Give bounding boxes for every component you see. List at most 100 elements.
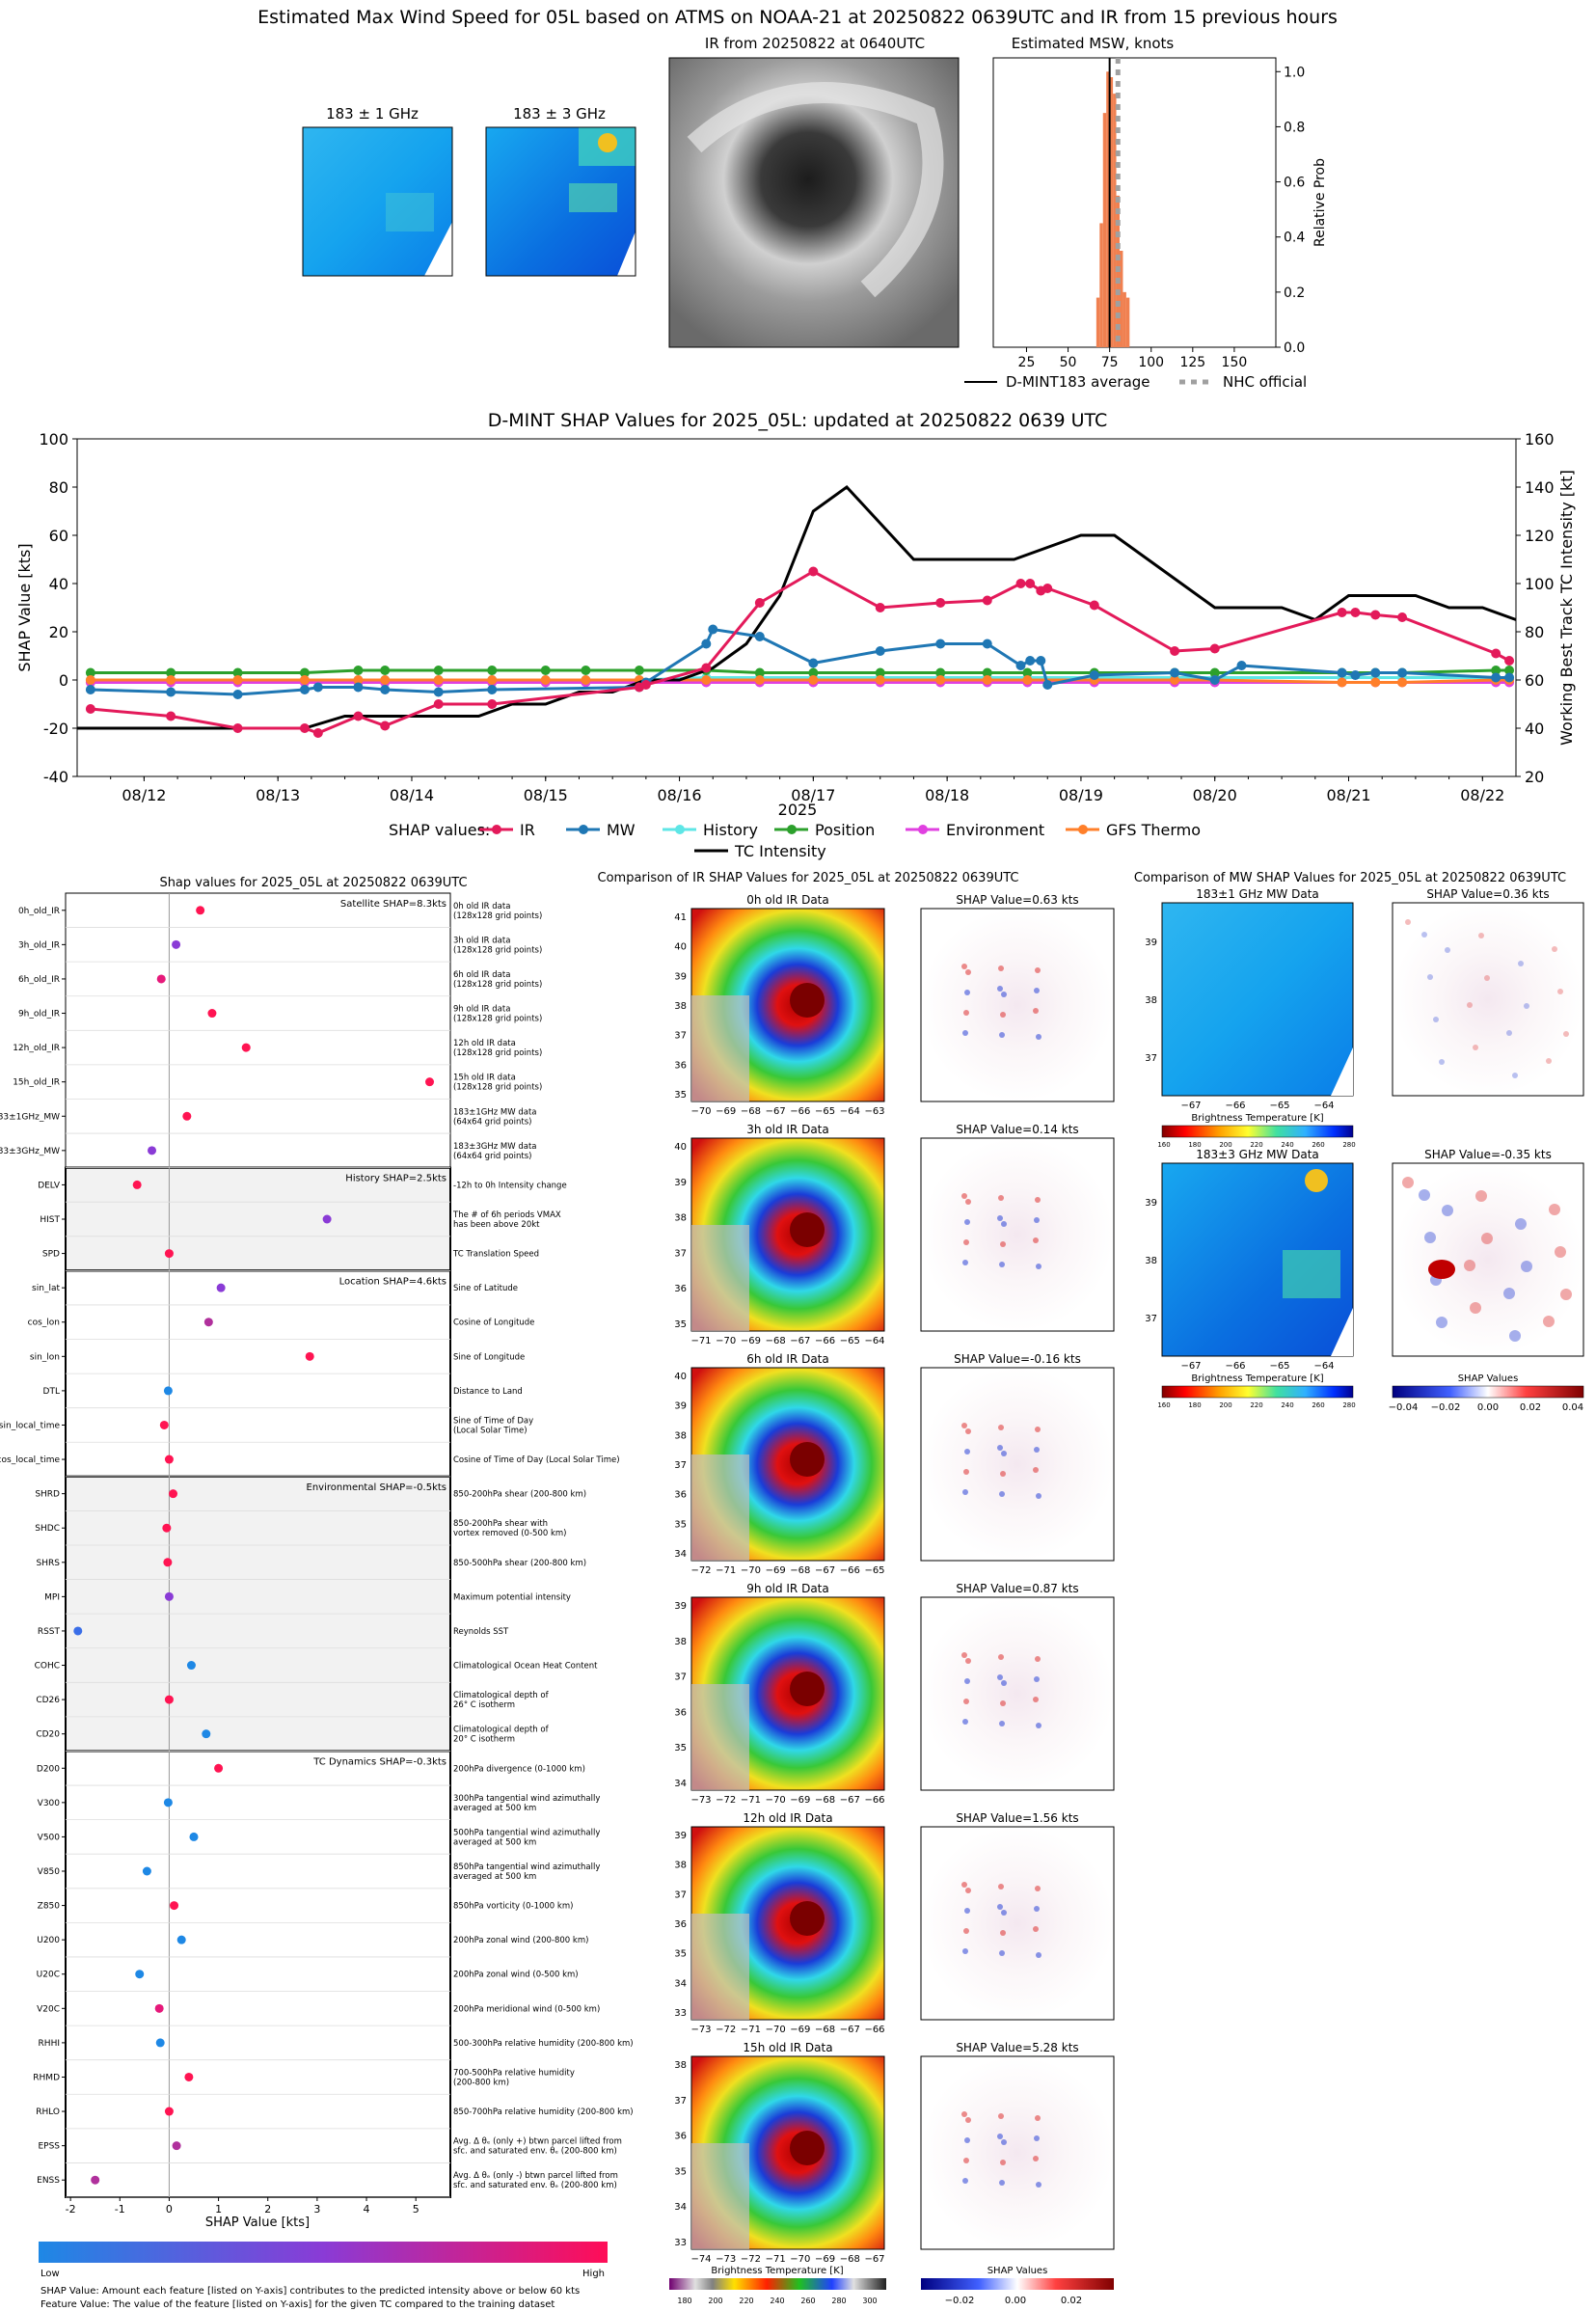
ir-image xyxy=(668,57,960,348)
ir-xtick: −67 xyxy=(766,1106,786,1117)
msw-bar xyxy=(1102,113,1107,348)
feature-name: EPSS xyxy=(38,2142,60,2152)
ir-xtick: −65 xyxy=(840,1336,860,1346)
msw-bar xyxy=(1119,251,1123,347)
series-point xyxy=(1337,667,1347,678)
ir-row-label: 6h old IR Data xyxy=(746,1352,829,1366)
mw-xtick: −67 xyxy=(1180,1101,1201,1111)
feature-desc: vortex removed (0-500 km) xyxy=(453,1529,566,1538)
series-point xyxy=(935,598,946,608)
ir-xtick: −71 xyxy=(741,2025,761,2035)
mw-bt-tick: 180 xyxy=(1188,1401,1201,1409)
ts-ytick-right: 140 xyxy=(1525,478,1555,497)
feature-desc: 183±3GHz MW data xyxy=(453,1142,536,1152)
feature-desc: (128x128 grid points) xyxy=(453,1015,542,1024)
ts-ytick-right: 160 xyxy=(1525,430,1555,449)
series-point xyxy=(1170,667,1180,678)
ir-xtick: −69 xyxy=(815,2254,835,2265)
mw-xtick: −65 xyxy=(1269,1361,1289,1372)
feature-name: SPD xyxy=(42,1250,60,1260)
feature-panel-label: Environmental SHAP=-0.5kts xyxy=(307,1482,447,1493)
ir-xtick: −72 xyxy=(690,1565,711,1576)
ir-ytick: 35 xyxy=(674,1090,687,1101)
ts-ytick-right: 60 xyxy=(1525,671,1544,690)
ir-xtick: −69 xyxy=(741,1336,761,1346)
feature-title: Shap values for 2025_05L at 20250822 063… xyxy=(159,876,467,890)
feature-name: SHRS xyxy=(37,1559,61,1568)
series-point xyxy=(1022,675,1033,685)
ir-xtick: −72 xyxy=(716,1795,736,1806)
ir-ytick: 36 xyxy=(674,1490,687,1501)
series-point xyxy=(232,723,243,733)
msw-ytick: 0.4 xyxy=(1284,231,1305,246)
feature-name: sin_lon xyxy=(30,1352,60,1362)
series-point xyxy=(232,667,243,678)
feature-desc: Climatological depth of xyxy=(453,1691,550,1700)
ir-xtick: −71 xyxy=(741,1795,761,1806)
mw-bt-tick: 160 xyxy=(1157,1401,1170,1409)
ir-ytick: 40 xyxy=(674,1372,687,1382)
ts-xtick: 08/18 xyxy=(925,786,969,804)
series-point xyxy=(353,711,364,721)
feature-shap-dot xyxy=(163,1798,173,1808)
mw-bt-tick: 280 xyxy=(1342,1401,1355,1409)
feature-shap-dot xyxy=(163,1386,173,1396)
ir-xtick: −69 xyxy=(790,1795,810,1806)
ir-sv-tick: 0.00 xyxy=(1005,2296,1026,2306)
series-point xyxy=(312,682,323,693)
ir-row-label: 15h old IR Data xyxy=(743,2041,832,2054)
ir-ytick: 36 xyxy=(674,1284,687,1294)
ir-shap-image xyxy=(920,1596,1115,1791)
series-point xyxy=(1170,675,1180,685)
ir-ytick: 38 xyxy=(674,1861,687,1871)
feature-desc: Sine of Time of Day xyxy=(453,1416,533,1426)
ir-ytick: 37 xyxy=(674,1672,687,1683)
series-point xyxy=(299,685,310,694)
mw-ytick: 39 xyxy=(1145,1198,1157,1209)
ir-xtick: −67 xyxy=(840,2025,860,2035)
series-point xyxy=(85,685,95,694)
feature-desc: 300hPa tangential wind azimuthally xyxy=(453,1794,600,1804)
series-point xyxy=(1209,643,1220,654)
ir-ytick: 34 xyxy=(674,2202,687,2213)
ts-legend-item: MW xyxy=(607,821,636,839)
series-point xyxy=(935,675,946,685)
series-point xyxy=(982,639,992,649)
series-point xyxy=(1350,670,1361,680)
ir-bt-label: Brightness Temperature [K] xyxy=(711,2266,843,2276)
ir-ytick: 35 xyxy=(674,1519,687,1530)
series-point xyxy=(380,685,391,694)
ts-ytick-right: 40 xyxy=(1525,720,1544,738)
series-point xyxy=(353,682,364,693)
series-point xyxy=(1015,661,1026,670)
ir-xtick: −74 xyxy=(690,2254,711,2265)
series-point xyxy=(85,667,95,678)
feature-shap-dot xyxy=(132,1180,142,1189)
feature-shap-dot xyxy=(189,1832,199,1841)
ir-compare-title: Comparison of IR SHAP Values for 2025_05… xyxy=(598,871,1019,885)
series-point xyxy=(875,646,885,656)
mw-sv-tick: 0.02 xyxy=(1520,1402,1541,1413)
feature-shap-dot xyxy=(241,1043,251,1052)
ir-ytick: 38 xyxy=(674,1637,687,1647)
mw-bt-label: Brightness Temperature [K] xyxy=(1191,1373,1323,1384)
series-point xyxy=(1504,672,1515,683)
ir-xtick: −70 xyxy=(790,2254,810,2265)
feature-name: SHDC xyxy=(35,1524,60,1534)
feature-shap-dot xyxy=(164,2107,174,2116)
ir-ytick: 37 xyxy=(674,1031,687,1042)
feature-shap-dot xyxy=(148,1146,157,1156)
series-point xyxy=(1036,656,1046,666)
ir-ytick: 34 xyxy=(674,1549,687,1560)
series-point xyxy=(1397,612,1408,622)
feature-colorbar: Low High SHAP Value: Amount each feature… xyxy=(39,2242,608,2310)
ts-xtick: 08/14 xyxy=(390,786,434,804)
mw-xtick: −65 xyxy=(1269,1101,1289,1111)
feature-desc: averaged at 500 km xyxy=(453,1837,536,1847)
ir-ytick: 41 xyxy=(674,912,687,923)
mw-ytick: 37 xyxy=(1145,1053,1157,1064)
footnote-2: Feature Value: The value of the feature … xyxy=(41,2299,555,2310)
legend-avg-label: D-MINT183 average xyxy=(1006,373,1150,391)
ir-xtick: −71 xyxy=(690,1336,711,1346)
